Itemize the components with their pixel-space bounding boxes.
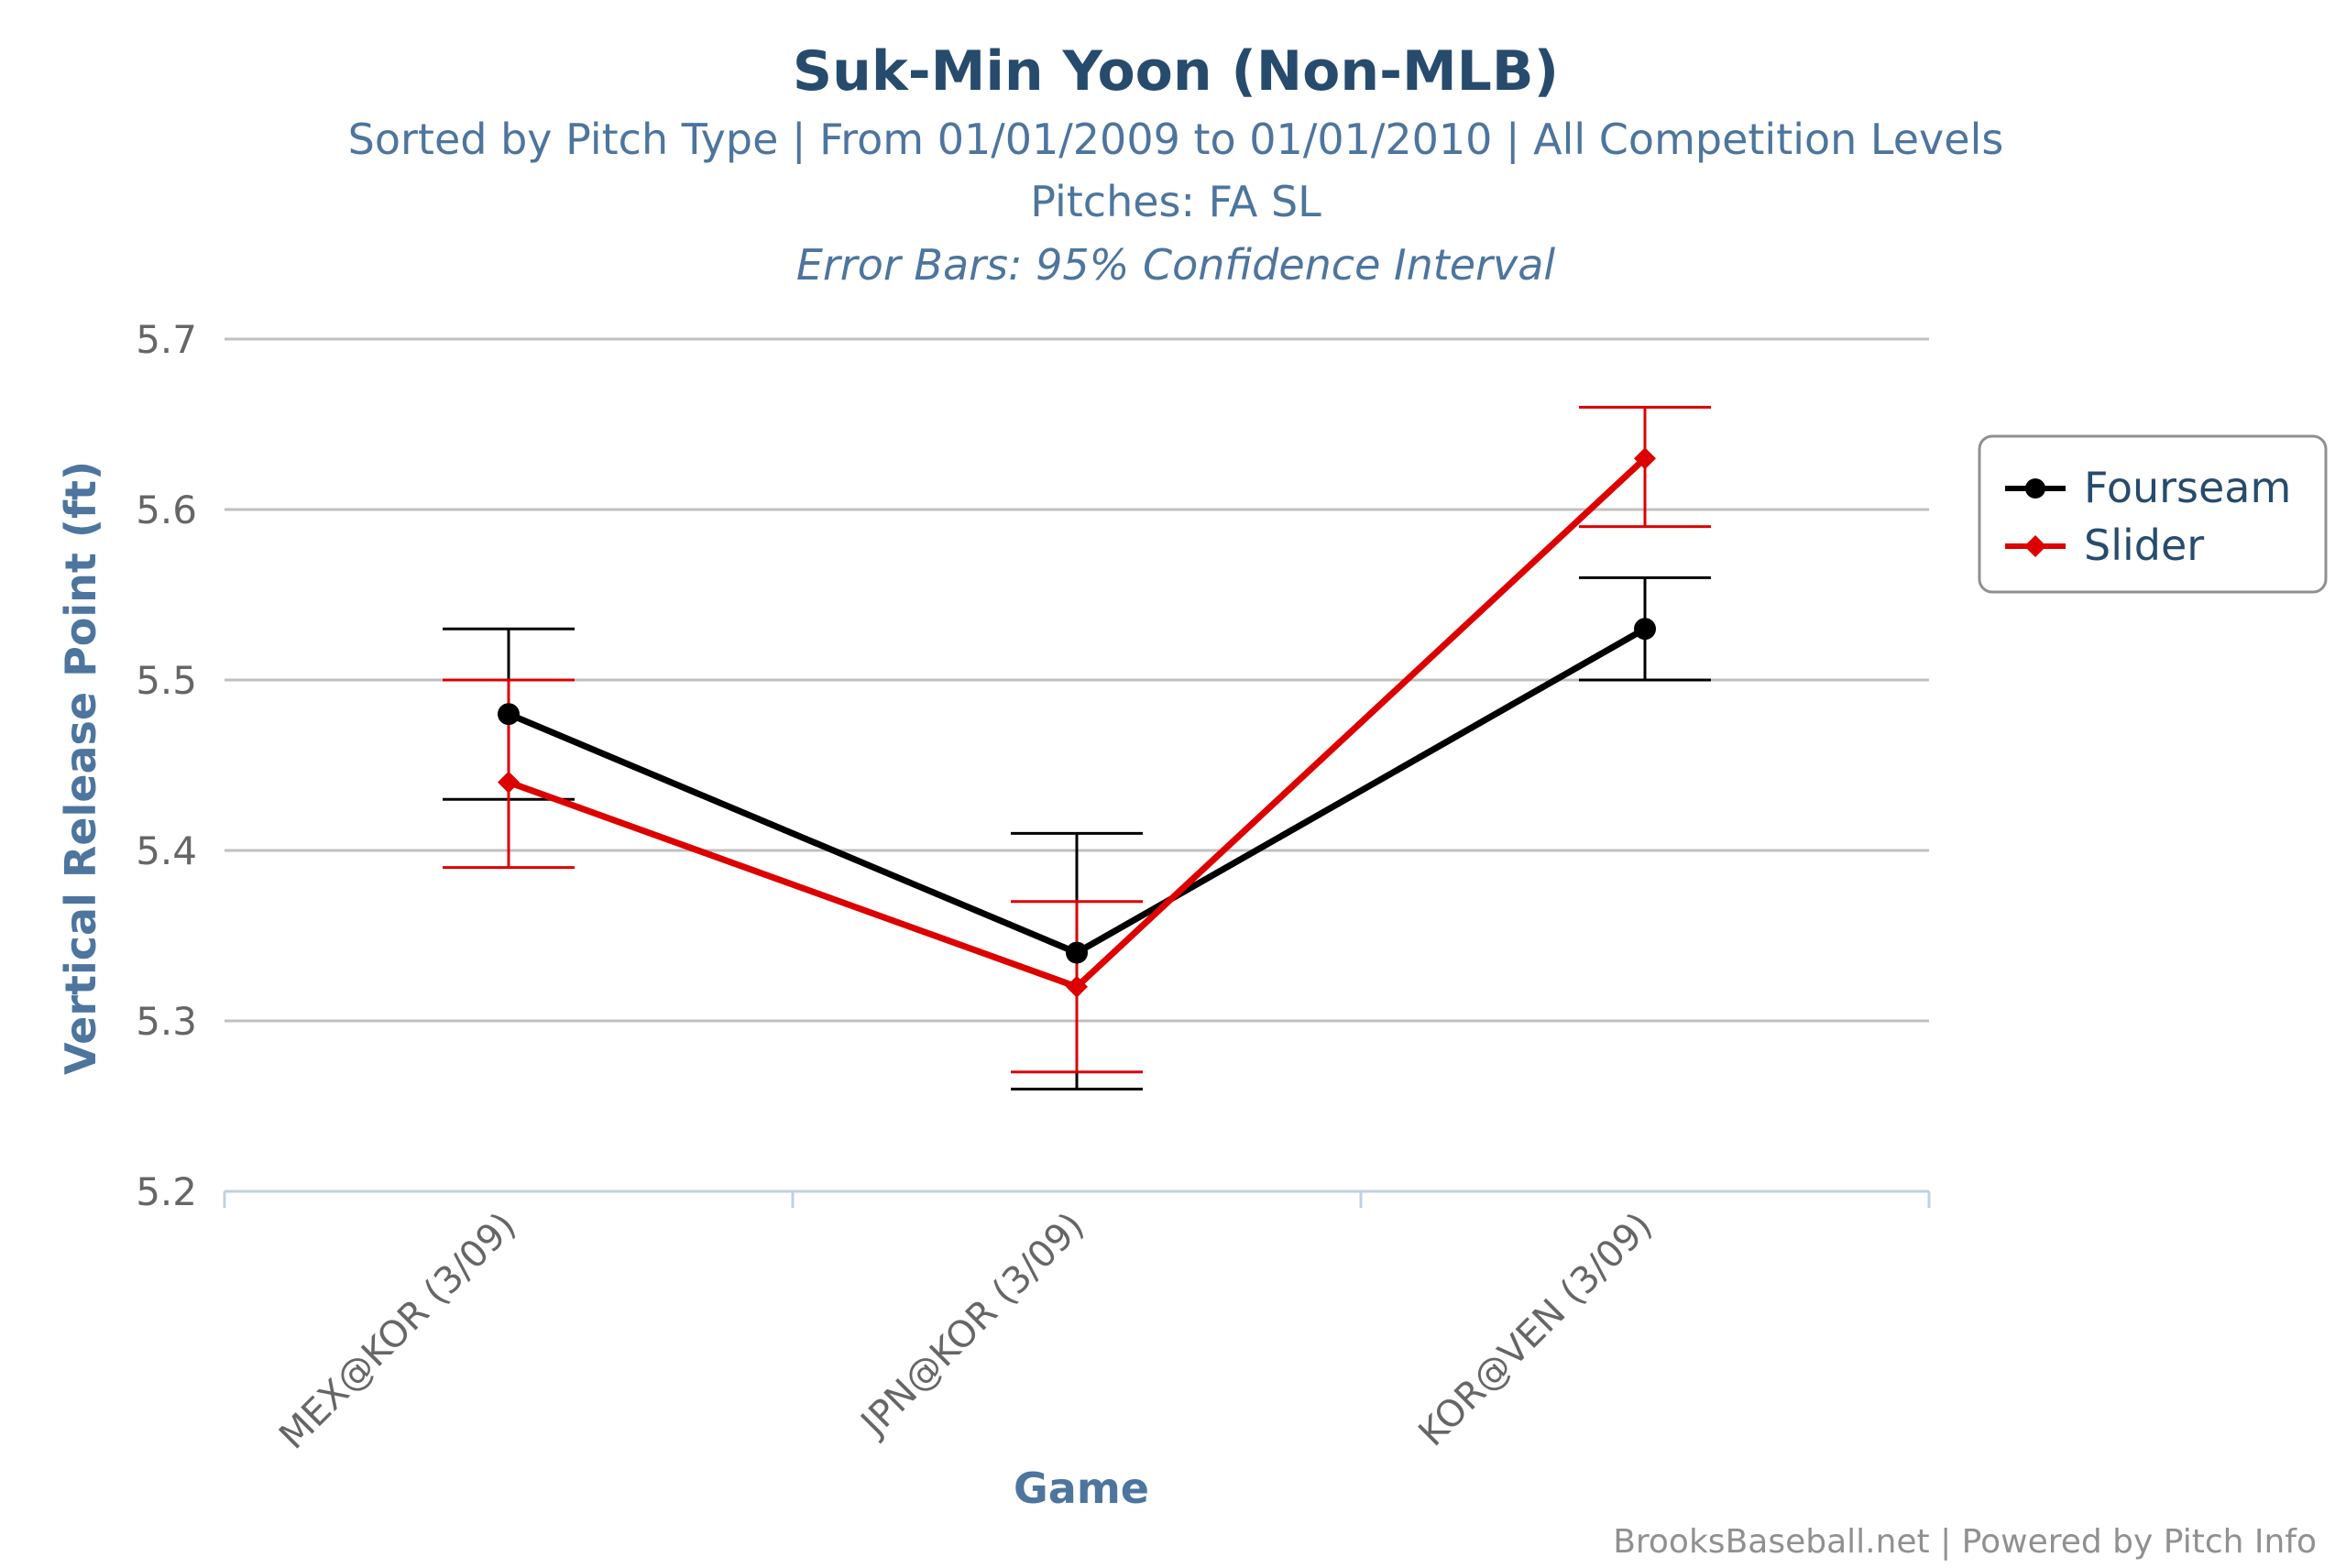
data-point [1634,618,1656,641]
chart-title: Suk-Min Yoon (Non-MLB) [793,39,1559,104]
data-point [1634,447,1656,470]
data-point [1066,975,1088,998]
y-tick-label: 5.5 [136,658,197,703]
legend-item-slider[interactable]: Slider [2005,521,2204,570]
data-point [498,771,520,794]
legend: Fourseam Slider [1978,434,2328,594]
x-axis-label: Game [1014,1464,1149,1513]
data-point [498,703,520,726]
y-tick-label: 5.3 [136,999,197,1044]
legend-item-fourseam[interactable]: Fourseam [2005,463,2291,512]
x-axis: MEX@KOR (3/09) JPN@KOR (3/09) KOR@VEN (3/0… [223,1190,1931,1458]
legend-circle-marker-icon [2025,478,2045,499]
series-slider-markers [498,447,1656,998]
x-tick-label: JPN@KOR (3/09) [851,1205,1092,1446]
credits-link[interactable]: BrooksBaseball.net | Powered by Pitch In… [1613,1523,2317,1561]
legend-label-fourseam: Fourseam [2084,463,2291,512]
y-axis-tick-labels: 5.2 5.3 5.4 5.5 5.6 5.7 [136,317,197,1214]
legend-box [1978,434,2328,594]
y-tick-label: 5.7 [136,317,197,362]
legend-label-slider: Slider [2084,521,2204,570]
chart-header: Suk-Min Yoon (Non-MLB) Sorted by Pitch T… [348,39,2004,290]
series-slider-error-bars [443,405,1711,1074]
series-layer [443,405,1711,1091]
data-point [1066,941,1088,964]
y-tick-label: 5.2 [136,1169,197,1214]
y-tick-label: 5.4 [136,828,197,873]
series-fourseam-markers [498,618,1656,964]
legend-diamond-marker-icon [2024,535,2046,557]
x-tick-label: KOR@VEN (3/09) [1410,1205,1661,1455]
y-axis-label: Vertical Release Point (ft) [56,461,105,1075]
x-tick-label: MEX@KOR (3/09) [271,1205,524,1458]
chart-error-bars-note: Error Bars: 95% Confidence Interval [796,240,1556,290]
y-tick-label: 5.6 [136,488,197,532]
chart-pitches-line: Pitches: FA SL [1030,177,1321,226]
chart-subtitle: Sorted by Pitch Type | From 01/01/2009 t… [348,115,2004,165]
